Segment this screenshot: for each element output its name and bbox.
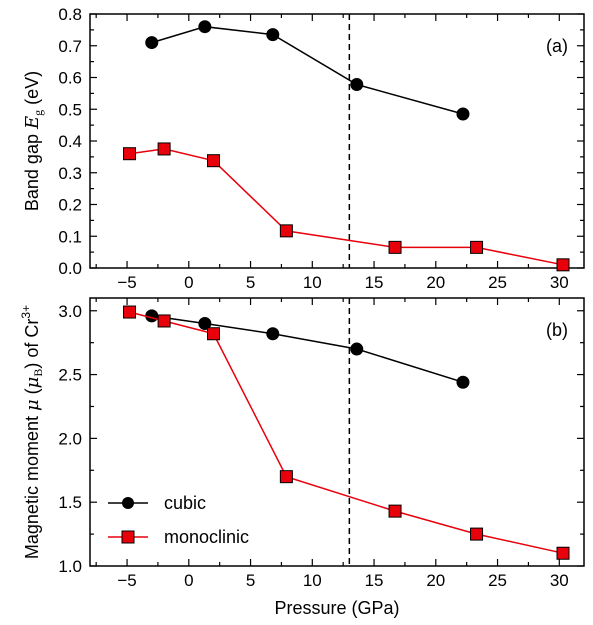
series-cubic — [145, 20, 470, 121]
legend: cubic monoclinic — [108, 493, 249, 547]
data-point-monoclinic — [388, 504, 402, 518]
data-point-cubic — [198, 317, 212, 331]
plot-frame — [89, 13, 585, 269]
data-point-monoclinic — [556, 546, 570, 560]
data-point-cubic — [145, 36, 159, 50]
data-point-monoclinic — [123, 305, 137, 319]
x-tick-label: 15 — [365, 273, 384, 292]
legend-entry-monoclinic: monoclinic — [108, 527, 249, 547]
y-tick-label: 2.0 — [58, 429, 82, 448]
data-point-cubic — [350, 77, 364, 91]
panel-label: (a) — [546, 36, 568, 56]
x-tick-label: 20 — [426, 273, 445, 292]
x-tick-label: 0 — [184, 273, 193, 292]
data-point-monoclinic — [279, 224, 293, 238]
y-tick-label: 0.4 — [58, 132, 82, 151]
x-tick-label: −5 — [117, 571, 136, 590]
data-point-monoclinic — [470, 240, 484, 254]
x-tick-label: 30 — [550, 273, 569, 292]
data-point-monoclinic — [470, 527, 484, 541]
data-point-cubic — [198, 20, 212, 34]
data-point-monoclinic — [157, 314, 171, 328]
legend-label: cubic — [164, 493, 206, 513]
data-point-monoclinic — [123, 147, 137, 161]
y-tick-label: 0.6 — [58, 69, 82, 88]
series-line-cubic — [151, 25, 464, 115]
legend-marker — [121, 530, 135, 544]
y-tick-label: 3.0 — [58, 302, 82, 321]
series-line-monoclinic — [129, 311, 564, 554]
data-point-monoclinic — [157, 142, 171, 156]
x-axis-label: Pressure (GPa) — [274, 598, 399, 618]
y-tick-label: 2.5 — [58, 366, 82, 385]
y-tick-label: 1.5 — [58, 493, 82, 512]
x-tick-label: 10 — [303, 273, 322, 292]
data-point-monoclinic — [279, 470, 293, 484]
panel-a: −5 0 5 10 15 20 25 30 0.0 0.1 0.2 0.3 0.4 0.5 0.6 0.7 0.… — [22, 5, 585, 292]
series-monoclinic — [123, 142, 570, 272]
series-line-monoclinic — [129, 148, 564, 266]
y-tick-label: 0.7 — [58, 37, 82, 56]
data-point-monoclinic — [207, 154, 220, 168]
y-tick-label: 0.1 — [58, 227, 82, 246]
y-tick-label: 0.3 — [58, 164, 82, 183]
data-point-cubic — [145, 309, 159, 323]
x-tick-label: 20 — [426, 571, 445, 590]
legend-label: monoclinic — [164, 527, 249, 547]
series-cubic — [145, 309, 470, 389]
x-tick-label: 25 — [488, 273, 507, 292]
y-tick-label: 0.8 — [58, 5, 82, 24]
panel-b: −5 0 5 10 15 20 25 30 1.0 1.5 2.0 2.5 3.0 (b) Magnetic… — [19, 297, 585, 618]
legend-entry-cubic: cubic — [108, 493, 206, 513]
data-point-cubic — [350, 342, 364, 356]
data-point-cubic — [456, 375, 470, 389]
x-tick-label: −5 — [117, 273, 136, 292]
data-point-cubic — [456, 107, 470, 121]
data-point-cubic — [266, 327, 280, 341]
y-tick-label: 0.5 — [58, 100, 82, 119]
x-tick-label: 5 — [246, 571, 255, 590]
data-point-monoclinic — [388, 240, 402, 254]
panel-label: (b) — [546, 320, 568, 340]
y-tick-label: 0.2 — [58, 196, 82, 215]
x-tick-label: 30 — [550, 571, 569, 590]
x-tick-label: 5 — [246, 273, 255, 292]
x-tick-label: 25 — [488, 571, 507, 590]
data-point-monoclinic — [207, 327, 220, 341]
x-tick-label: 15 — [365, 571, 384, 590]
series-line-cubic — [151, 315, 464, 383]
data-point-monoclinic — [556, 258, 570, 272]
series-monoclinic — [123, 305, 570, 560]
plot-frame — [89, 297, 585, 567]
y-tick-label: 1.0 — [58, 557, 82, 576]
y-axis-label: Magnetic moment μ (μB) of Cr3+ — [19, 305, 45, 559]
data-point-cubic — [266, 28, 280, 42]
y-tick-label: 0.0 — [58, 259, 82, 278]
x-tick-label: 10 — [303, 571, 322, 590]
legend-marker — [122, 497, 134, 509]
y-axis-label: Band gap Eg (eV) — [22, 71, 45, 211]
x-tick-label: 0 — [184, 571, 193, 590]
